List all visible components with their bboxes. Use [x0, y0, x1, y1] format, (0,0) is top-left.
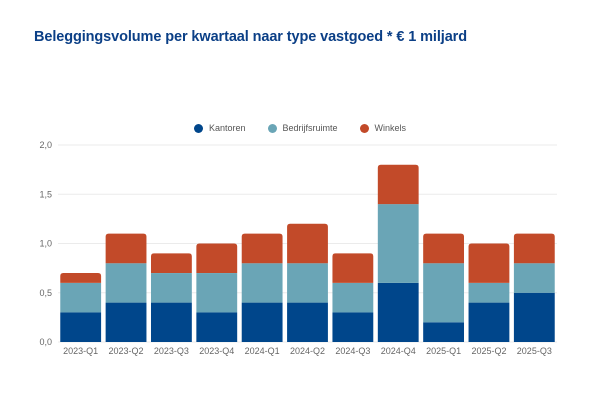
bar-segment-kantoren — [60, 312, 102, 342]
legend-swatch-winkels — [359, 123, 369, 133]
x-tick-label: 2024-Q1 — [245, 346, 280, 356]
bar-segment-bedrijfsruimte — [150, 273, 192, 303]
bar-segment-winkels — [468, 243, 510, 283]
x-tick-label: 2023-Q1 — [63, 346, 98, 356]
bar-segment-kantoren — [468, 302, 510, 342]
bar-segment-bedrijfsruimte — [377, 204, 419, 283]
legend-swatch-bedrijfsruimte — [267, 123, 277, 133]
bar-segment-kantoren — [287, 302, 328, 342]
x-tick-label: 2025-Q3 — [517, 346, 552, 356]
bar-segment-kantoren — [105, 302, 147, 342]
bar-segment-kantoren — [423, 322, 465, 342]
bar-segment-bedrijfsruimte — [196, 273, 238, 313]
legend-label: Winkels — [374, 123, 407, 133]
bar-segment-winkels — [150, 253, 192, 274]
bar-segment-kantoren — [241, 302, 283, 342]
bar-segment-bedrijfsruimte — [60, 282, 102, 313]
x-tick-label: 2023-Q4 — [199, 346, 234, 356]
x-tick-label: 2025-Q1 — [426, 346, 461, 356]
x-tick-label: 2024-Q2 — [290, 346, 325, 356]
bar-segment-kantoren — [513, 292, 555, 342]
legend-label: Kantoren — [208, 123, 246, 133]
y-tick-label: 2,0 — [39, 140, 52, 150]
y-tick-label: 1,0 — [39, 239, 52, 249]
y-tick-label: 1,5 — [39, 189, 52, 199]
x-tick-label: 2024-Q3 — [335, 346, 370, 356]
legend-item-winkels: Winkels — [359, 123, 407, 133]
bar-segment-winkels — [287, 223, 328, 264]
bar-segment-bedrijfsruimte — [468, 282, 510, 303]
bar-segment-bedrijfsruimte — [287, 263, 328, 303]
bar-segment-bedrijfsruimte — [241, 263, 283, 303]
bar-segment-winkels — [241, 233, 283, 264]
x-tick-label: 2023-Q3 — [154, 346, 189, 356]
bar-segment-winkels — [513, 233, 555, 264]
legend-item-kantoren: Kantoren — [193, 123, 246, 133]
bar-segment-bedrijfsruimte — [423, 263, 465, 323]
x-tick-label: 2025-Q2 — [471, 346, 506, 356]
legend-swatch-kantoren — [193, 123, 203, 133]
chart-title: Beleggingsvolume per kwartaal naar type … — [34, 29, 467, 45]
bar-segment-kantoren — [377, 282, 419, 342]
bar-segment-winkels — [377, 164, 419, 205]
legend-label: Bedrijfsruimte — [282, 123, 338, 133]
bar-segment-kantoren — [196, 312, 238, 342]
bar-segment-bedrijfsruimte — [105, 263, 147, 303]
x-tick-label: 2023-Q2 — [109, 346, 144, 356]
legend: Kantoren Bedrijfsruimte Winkels — [0, 123, 600, 133]
bar-segment-bedrijfsruimte — [513, 263, 555, 293]
legend-item-bedrijfsruimte: Bedrijfsruimte — [267, 123, 338, 133]
bar-segment-winkels — [196, 243, 238, 274]
bar-segment-winkels — [60, 273, 102, 283]
bar-segment-kantoren — [332, 312, 374, 342]
bar-segment-winkels — [423, 233, 465, 264]
bar-segment-bedrijfsruimte — [332, 282, 374, 313]
bar-segment-kantoren — [150, 302, 192, 342]
y-tick-label: 0,5 — [39, 288, 52, 298]
bar-segment-winkels — [105, 233, 147, 264]
bar-segment-winkels — [332, 253, 374, 283]
y-tick-label: 0,0 — [39, 337, 52, 347]
x-tick-label: 2024-Q4 — [381, 346, 416, 356]
